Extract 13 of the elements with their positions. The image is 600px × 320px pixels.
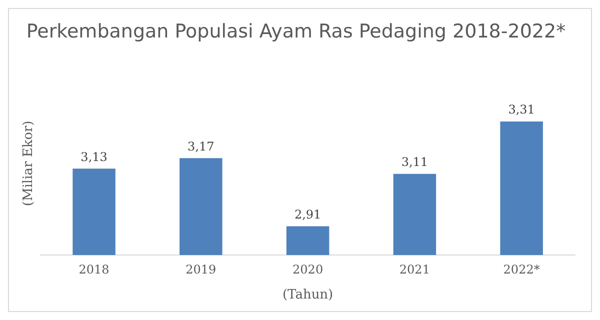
x-tick-label: 2018 bbox=[78, 262, 110, 276]
data-label: 3,17 bbox=[188, 139, 214, 154]
data-label: 3,11 bbox=[401, 154, 428, 169]
data-label: 3,13 bbox=[80, 150, 108, 164]
chart-title: Perkembangan Populasi Ayam Ras Pedaging 2018-2022* bbox=[26, 20, 566, 42]
y-axis-title: (Miliar Ekor) bbox=[21, 120, 36, 206]
x-tick-label: 2019 bbox=[186, 262, 216, 276]
x-tick-label: 2020 bbox=[292, 262, 324, 276]
x-tick-label: 2022* bbox=[503, 262, 540, 276]
x-tick-label: 2021 bbox=[399, 262, 430, 276]
data-label: 3,31 bbox=[508, 102, 535, 117]
x-axis-title: (Tahun) bbox=[282, 288, 334, 303]
data-label: 2,91 bbox=[294, 207, 322, 222]
